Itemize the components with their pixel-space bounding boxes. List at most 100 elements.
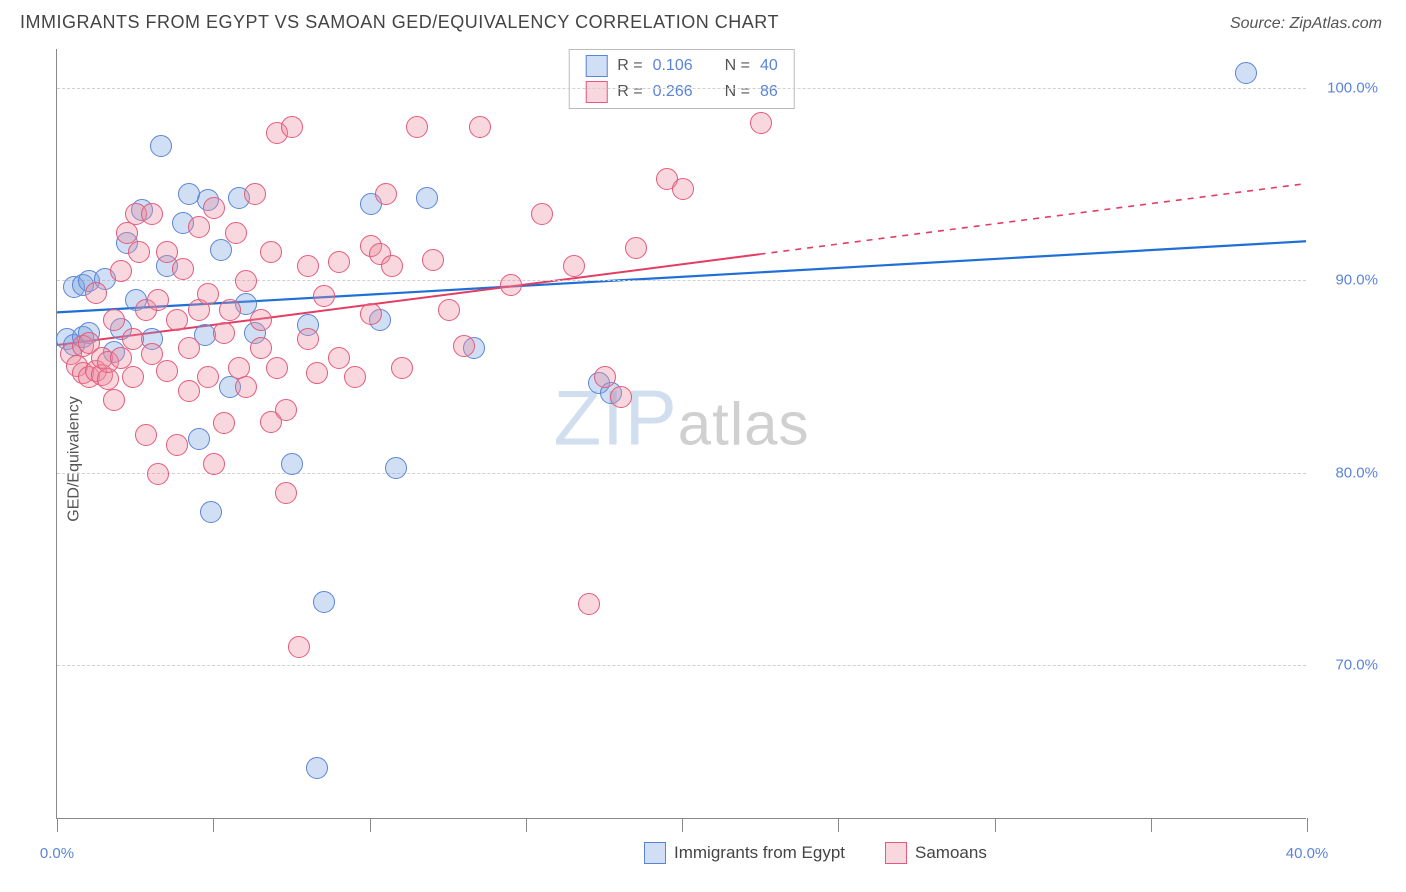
legend-item-a: Immigrants from Egypt bbox=[644, 842, 845, 864]
data-point bbox=[213, 412, 235, 434]
n-label: N = bbox=[725, 57, 750, 75]
r-label: R = bbox=[617, 57, 642, 75]
data-point bbox=[135, 424, 157, 446]
swatch-series-a bbox=[644, 842, 666, 864]
data-point bbox=[328, 251, 350, 273]
source-name: ZipAtlas.com bbox=[1290, 15, 1382, 32]
data-point bbox=[85, 282, 107, 304]
data-point bbox=[103, 389, 125, 411]
chart-header: IMMIGRANTS FROM EGYPT VS SAMOAN GED/EQUI… bbox=[0, 0, 1406, 39]
data-point bbox=[197, 283, 219, 305]
data-point bbox=[375, 183, 397, 205]
x-tick bbox=[1151, 818, 1152, 832]
data-point bbox=[531, 203, 553, 225]
gridline bbox=[57, 665, 1306, 666]
data-point bbox=[178, 380, 200, 402]
data-point bbox=[122, 366, 144, 388]
data-point bbox=[203, 197, 225, 219]
data-point bbox=[103, 309, 125, 331]
data-point bbox=[344, 366, 366, 388]
x-tick bbox=[57, 818, 58, 832]
data-point bbox=[150, 135, 172, 157]
data-point bbox=[188, 428, 210, 450]
x-tick-label: 0.0% bbox=[40, 845, 74, 862]
data-point bbox=[260, 241, 282, 263]
n-value-a: 40 bbox=[760, 57, 778, 75]
legend-item-b: Samoans bbox=[885, 842, 987, 864]
data-point bbox=[281, 116, 303, 138]
data-point bbox=[141, 203, 163, 225]
data-point bbox=[166, 309, 188, 331]
data-point bbox=[266, 357, 288, 379]
x-tick bbox=[213, 818, 214, 832]
data-point bbox=[578, 593, 600, 615]
data-point bbox=[288, 636, 310, 658]
chart-container: GED/Equivalency ZIPatlas R = 0.106 N = 4… bbox=[18, 39, 1388, 879]
data-point bbox=[360, 303, 382, 325]
r-value-b: 0.266 bbox=[653, 83, 693, 101]
chart-title: IMMIGRANTS FROM EGYPT VS SAMOAN GED/EQUI… bbox=[20, 12, 779, 33]
data-point bbox=[250, 337, 272, 359]
x-tick bbox=[995, 818, 996, 832]
data-point bbox=[156, 360, 178, 382]
series-legend: Immigrants from Egypt Samoans bbox=[644, 842, 987, 864]
data-point bbox=[110, 260, 132, 282]
data-point bbox=[244, 183, 266, 205]
watermark-part2: atlas bbox=[678, 391, 810, 458]
data-point bbox=[297, 328, 319, 350]
r-label: R = bbox=[617, 83, 642, 101]
data-point bbox=[122, 328, 144, 350]
legend-row-b: R = 0.266 N = 86 bbox=[569, 79, 794, 105]
data-point bbox=[385, 457, 407, 479]
data-point bbox=[128, 241, 150, 263]
trend-lines bbox=[57, 49, 1306, 818]
data-point bbox=[1235, 62, 1257, 84]
data-point bbox=[147, 289, 169, 311]
data-point bbox=[178, 337, 200, 359]
data-point bbox=[219, 299, 241, 321]
x-tick bbox=[682, 818, 683, 832]
swatch-series-a bbox=[585, 55, 607, 77]
data-point bbox=[172, 258, 194, 280]
plot-area: ZIPatlas R = 0.106 N = 40 R = 0.266 N = … bbox=[56, 49, 1306, 819]
data-point bbox=[313, 591, 335, 613]
data-point bbox=[275, 399, 297, 421]
data-point bbox=[297, 255, 319, 277]
data-point bbox=[563, 255, 585, 277]
x-tick bbox=[1307, 818, 1308, 832]
x-tick-label: 40.0% bbox=[1286, 845, 1329, 862]
data-point bbox=[210, 239, 232, 261]
data-point bbox=[225, 222, 247, 244]
data-point bbox=[306, 757, 328, 779]
y-tick-label: 70.0% bbox=[1335, 657, 1378, 674]
r-value-a: 0.106 bbox=[653, 57, 693, 75]
data-point bbox=[116, 222, 138, 244]
data-point bbox=[625, 237, 647, 259]
correlation-legend: R = 0.106 N = 40 R = 0.266 N = 86 bbox=[568, 49, 795, 109]
data-point bbox=[381, 255, 403, 277]
data-point bbox=[306, 362, 328, 384]
data-point bbox=[213, 322, 235, 344]
data-point bbox=[328, 347, 350, 369]
data-point bbox=[200, 501, 222, 523]
source-attribution: Source: ZipAtlas.com bbox=[1230, 15, 1382, 33]
data-point bbox=[422, 249, 444, 271]
data-point bbox=[594, 366, 616, 388]
x-tick bbox=[838, 818, 839, 832]
data-point bbox=[406, 116, 428, 138]
data-point bbox=[313, 285, 335, 307]
data-point bbox=[750, 112, 772, 134]
data-point bbox=[147, 463, 169, 485]
data-point bbox=[275, 482, 297, 504]
data-point bbox=[235, 376, 257, 398]
x-tick bbox=[526, 818, 527, 832]
data-point bbox=[438, 299, 460, 321]
data-point bbox=[416, 187, 438, 209]
gridline bbox=[57, 88, 1306, 89]
n-value-b: 86 bbox=[760, 83, 778, 101]
data-point bbox=[610, 386, 632, 408]
series-b-label: Samoans bbox=[915, 843, 987, 863]
y-tick-label: 90.0% bbox=[1335, 272, 1378, 289]
data-point bbox=[500, 274, 522, 296]
gridline bbox=[57, 473, 1306, 474]
